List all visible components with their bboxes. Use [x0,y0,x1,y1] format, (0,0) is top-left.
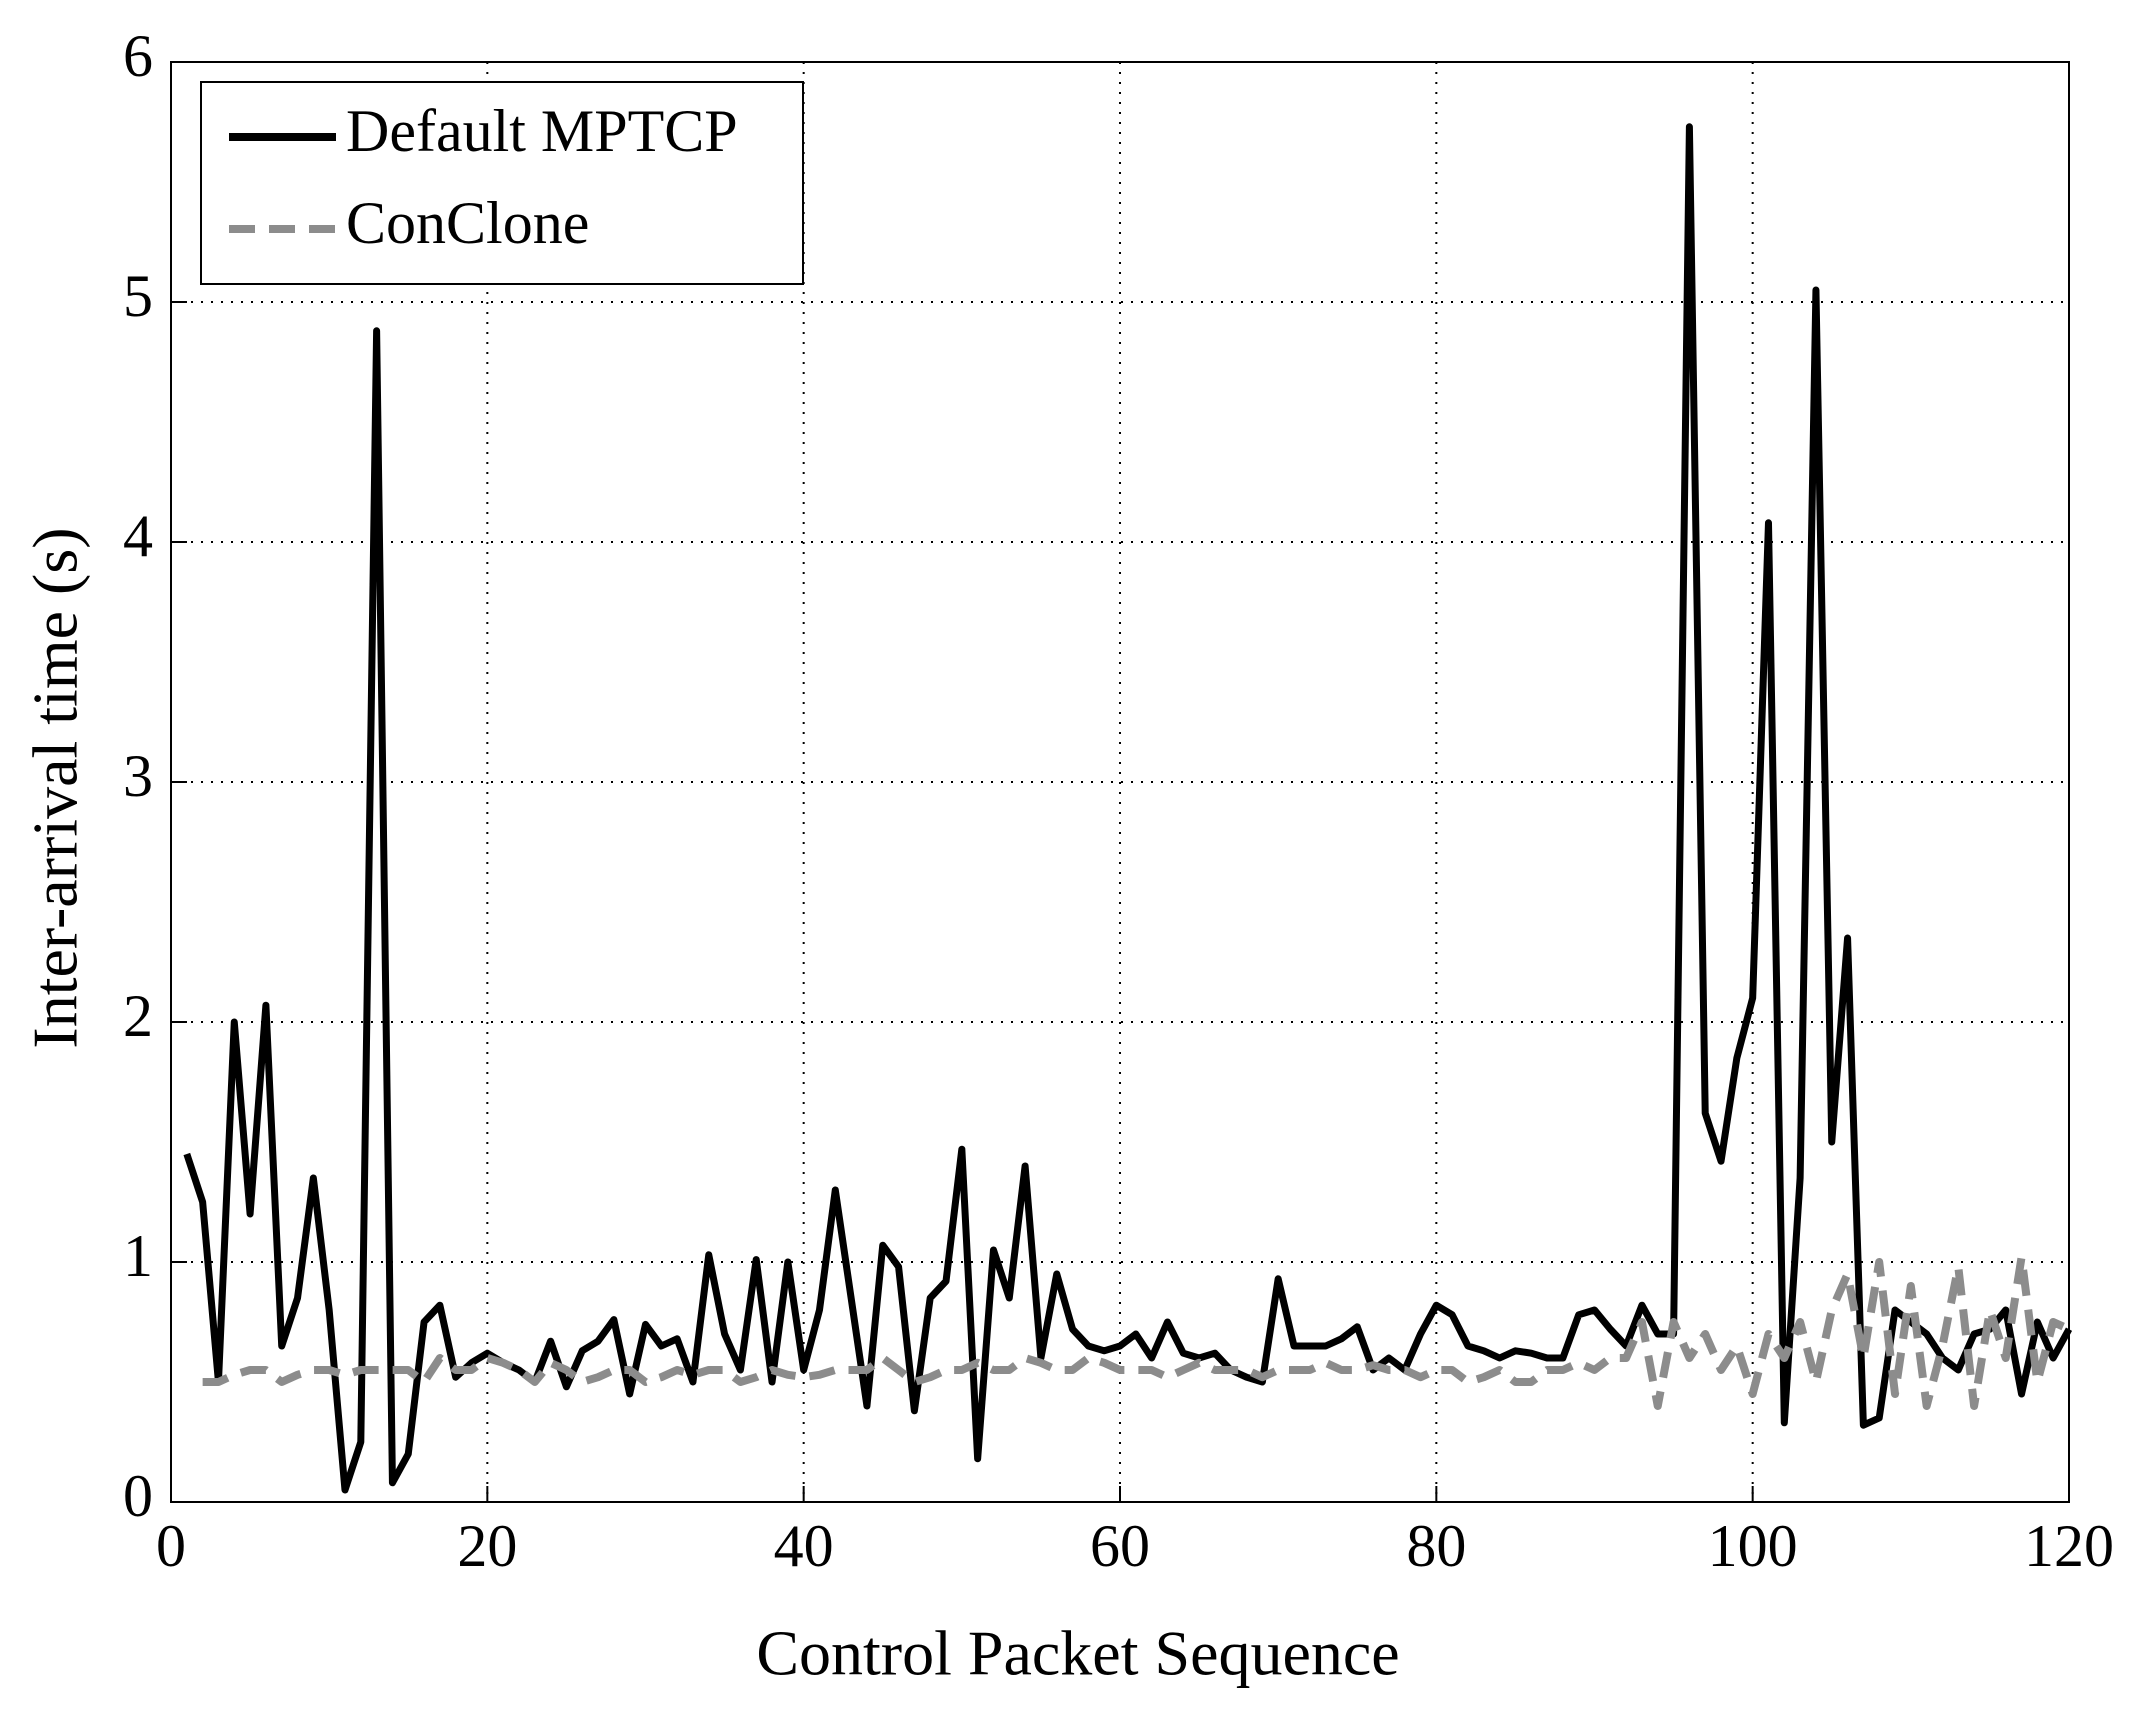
y-tick-label: 6 [123,23,153,89]
y-tick-label: 2 [123,983,153,1049]
legend-label: ConClone [346,190,589,256]
series-line [202,1253,2071,1410]
legend-label: Default MPTCP [346,98,738,164]
x-tick-label: 20 [457,1513,517,1579]
y-tick-label: 5 [123,263,153,329]
y-tick-label: 4 [123,503,153,569]
y-axis-label: Inter-arrival time (s) [20,527,91,1048]
plot-frame [170,61,2070,1503]
x-axis-label: Control Packet Sequence [756,1618,1399,1689]
y-tick-label: 1 [123,1223,153,1289]
x-tick-label: 100 [1708,1513,1798,1579]
x-tick-label: 80 [1406,1513,1466,1579]
legend-box [200,81,804,285]
y-tick-label: 0 [123,1463,153,1529]
series-line [183,123,2073,1494]
x-tick-label: 120 [2024,1513,2114,1579]
y-tick-label: 3 [123,743,153,809]
x-tick-label: 0 [156,1513,186,1579]
x-tick-label: 40 [774,1513,834,1579]
x-tick-label: 60 [1090,1513,1150,1579]
